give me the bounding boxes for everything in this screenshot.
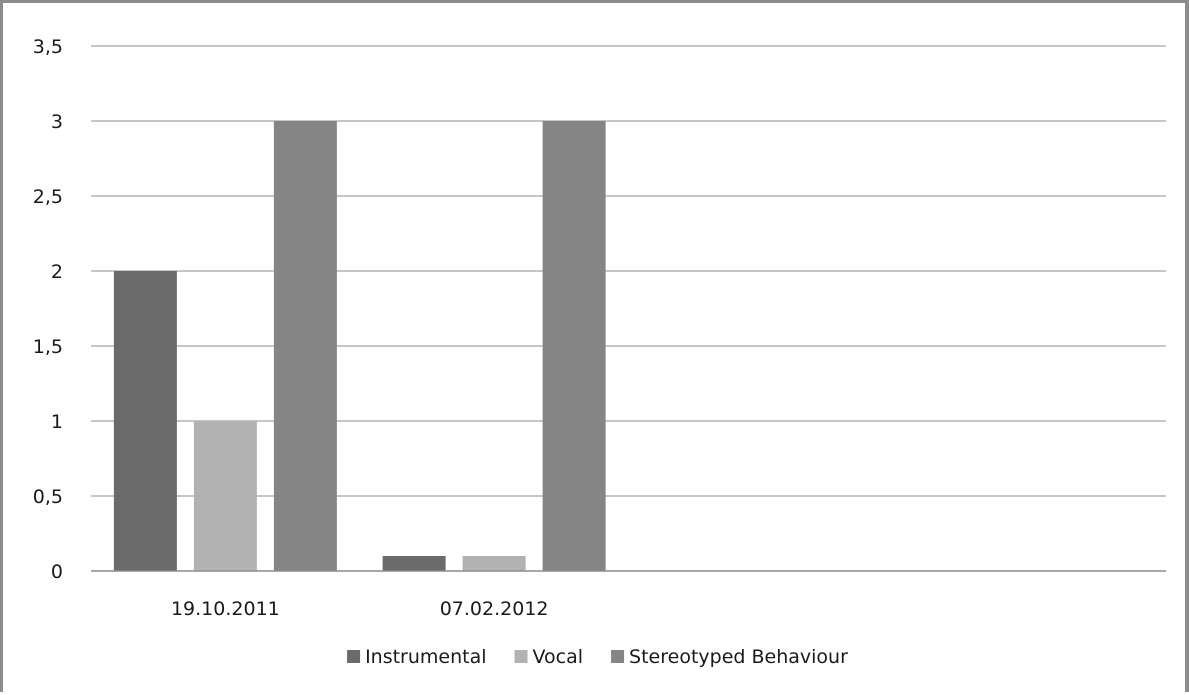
y-tick-label: 0: [51, 561, 63, 583]
y-tick-label: 0,5: [33, 486, 63, 508]
bars: [113, 121, 606, 571]
bar-instrumental: [382, 556, 446, 571]
gridlines: [91, 45, 1166, 497]
legend-label: Instrumental: [365, 646, 486, 668]
legend: Instrumental Vocal Stereotyped Behaviour: [347, 646, 848, 668]
legend-item: Stereotyped Behaviour: [611, 646, 848, 668]
bar-vocal: [462, 556, 526, 571]
legend-swatch: [514, 650, 528, 663]
legend-item: Vocal: [514, 646, 584, 668]
y-tick-label: 3: [51, 111, 63, 133]
y-tick-label: 2: [51, 261, 63, 283]
y-tick-label: 1,5: [33, 336, 63, 358]
x-tick-label: 07.02.2012: [440, 598, 549, 620]
legend-swatch: [611, 650, 625, 663]
x-axis-ticks: 19.10.2011 07.02.2012: [171, 598, 549, 620]
y-tick-label: 3,5: [33, 36, 63, 58]
bar-stereotyped-behaviour: [273, 121, 337, 571]
x-tick-label: 19.10.2011: [171, 598, 280, 620]
bar-instrumental: [113, 271, 177, 571]
y-tick-label: 1: [51, 411, 63, 433]
legend-item: Instrumental: [347, 646, 487, 668]
y-axis-ticks: 0 0,5 1 1,5 2 2,5 3 3,5: [33, 36, 63, 583]
bar-chart: 0 0,5 1 1,5 2 2,5 3 3,5 19.10.2011 07.02.2012 In…: [33, 36, 1166, 668]
bar-vocal: [193, 421, 257, 571]
y-tick-label: 2,5: [33, 186, 63, 208]
bar-stereotyped-behaviour: [542, 121, 606, 571]
legend-label: Stereotyped Behaviour: [629, 646, 848, 668]
legend-label: Vocal: [533, 646, 584, 668]
legend-swatch: [347, 650, 361, 663]
